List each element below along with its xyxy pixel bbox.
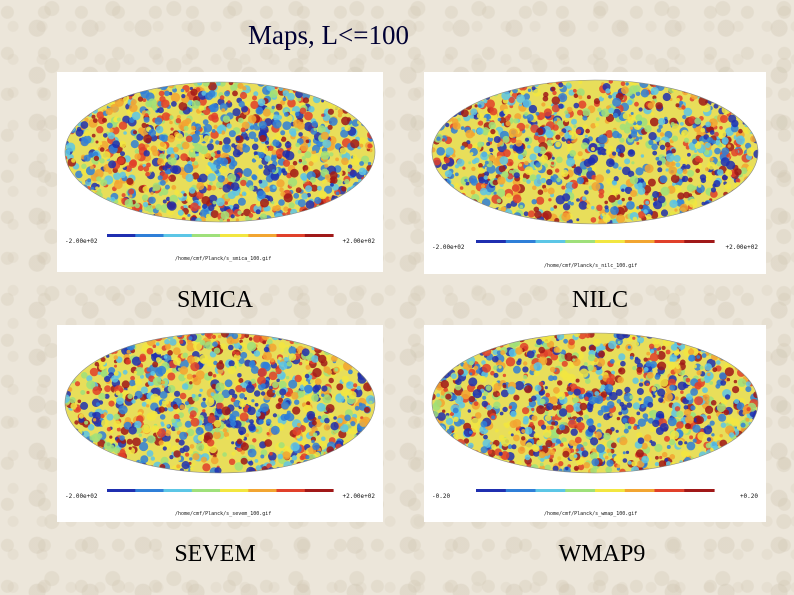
colorbar-segment xyxy=(107,489,136,492)
wmap9-map-panel: -0.20 +0.20 /home/cmf/Planck/s_wmap_100.… xyxy=(424,325,766,522)
sevem-max-label: +2.00e+02 xyxy=(342,493,375,500)
colorbar-segment xyxy=(595,489,626,492)
colorbar-segment xyxy=(191,489,221,492)
colorbar-segment xyxy=(684,489,715,492)
colorbar-segment xyxy=(107,234,136,237)
colorbar-segment xyxy=(163,489,193,492)
smica-sky-map: -2.00e+02 +2.00e+02 /home/cmf/Planck/s_s… xyxy=(64,81,375,262)
colorbar-segment xyxy=(624,489,656,492)
slide-title: Maps, L<=100 xyxy=(248,20,409,50)
colorbar-segment xyxy=(476,489,507,492)
colorbar-segment xyxy=(304,489,334,492)
wmap9-caption: WMAP9 xyxy=(558,541,646,567)
smica-caption: SMICA xyxy=(176,287,254,313)
colorbar-segment xyxy=(505,240,537,243)
colorbar-segment xyxy=(135,489,165,492)
sevem-filename: /home/cmf/Planck/s_sevem_100.gif xyxy=(175,511,271,517)
colorbar-segment xyxy=(654,489,685,492)
colorbar-segment xyxy=(535,240,566,243)
colorbar-segment xyxy=(163,234,193,237)
nilc-max-label: +2.00e+02 xyxy=(725,244,758,251)
colorbar-segment xyxy=(624,240,656,243)
colorbar-segment xyxy=(476,240,507,243)
smica-map-panel: -2.00e+02 +2.00e+02 /home/cmf/Planck/s_s… xyxy=(57,72,383,272)
wmap9-sky-map: -0.20 +0.20 /home/cmf/Planck/s_wmap_100.… xyxy=(431,332,758,517)
wmap9-min-label: -0.20 xyxy=(432,493,450,500)
nilc-map-panel: -2.00e+02 +2.00e+02 /home/cmf/Planck/s_n… xyxy=(424,72,766,274)
sevem-map-panel: -2.00e+02 +2.00e+02 /home/cmf/Planck/s_s… xyxy=(57,325,383,522)
sevem-sky-map: -2.00e+02 +2.00e+02 /home/cmf/Planck/s_s… xyxy=(64,332,375,517)
colorbar-segment xyxy=(595,240,626,243)
colorbar-segment xyxy=(220,489,249,492)
nilc-caption: NILC xyxy=(572,287,628,313)
colorbar-segment xyxy=(220,234,249,237)
colorbar-segment xyxy=(248,234,278,237)
smica-filename: /home/cmf/Planck/s_smica_100.gif xyxy=(175,256,271,262)
wmap9-filename: /home/cmf/Planck/s_wmap_100.gif xyxy=(544,511,637,517)
colorbar-segment xyxy=(565,240,596,243)
sevem-caption: SEVEM xyxy=(174,541,256,567)
smica-max-label: +2.00e+02 xyxy=(342,238,375,245)
colorbar-segment xyxy=(304,234,334,237)
colorbar-segment xyxy=(505,489,537,492)
nilc-sky-map: -2.00e+02 +2.00e+02 /home/cmf/Planck/s_n… xyxy=(431,79,758,269)
colorbar-segment xyxy=(276,234,306,237)
colorbar-segment xyxy=(248,489,278,492)
colorbar-segment xyxy=(654,240,685,243)
nilc-filename: /home/cmf/Planck/s_nilc_100.gif xyxy=(544,263,637,269)
colorbar-segment xyxy=(565,489,596,492)
colorbar-segment xyxy=(191,234,221,237)
colorbar-segment xyxy=(535,489,566,492)
nilc-min-label: -2.00e+02 xyxy=(432,244,465,251)
colorbar-segment xyxy=(276,489,306,492)
sevem-min-label: -2.00e+02 xyxy=(65,493,98,500)
wmap9-max-label: +0.20 xyxy=(740,493,758,500)
smica-min-label: -2.00e+02 xyxy=(65,238,98,245)
colorbar-segment xyxy=(684,240,715,243)
colorbar-segment xyxy=(135,234,165,237)
